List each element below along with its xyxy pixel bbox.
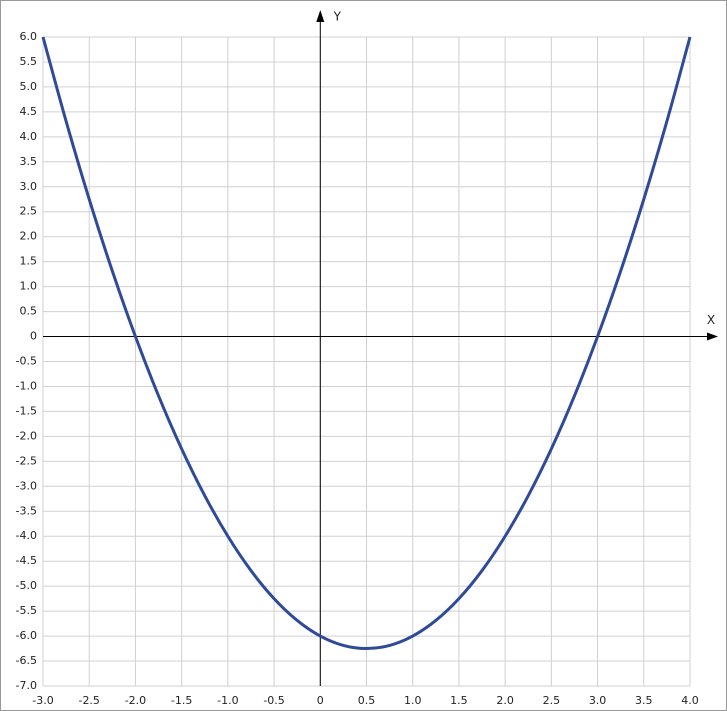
x-tick-label: -0.5 xyxy=(263,694,284,707)
y-tick-label: 5.5 xyxy=(20,55,38,68)
y-tick-label: 0.5 xyxy=(20,305,38,318)
x-tick-label: -2.5 xyxy=(78,694,99,707)
y-tick-label: 2.5 xyxy=(20,205,38,218)
x-tick-label: -3.0 xyxy=(32,694,53,707)
x-tick-label: 3.5 xyxy=(635,694,653,707)
y-tick-label: -2.0 xyxy=(16,429,37,442)
y-tick-label: 3.5 xyxy=(20,155,38,168)
x-tick-label: 0 xyxy=(317,694,324,707)
y-tick-label: -3.5 xyxy=(16,504,37,517)
y-tick-label: -6.5 xyxy=(16,654,37,667)
y-tick-label: -4.5 xyxy=(16,554,37,567)
y-axis-arrow xyxy=(316,10,325,22)
y-tick-label: 1.5 xyxy=(20,255,38,268)
x-tick-label: -1.0 xyxy=(217,694,238,707)
y-tick-label: -7.0 xyxy=(16,679,37,692)
y-tick-label: -3.0 xyxy=(16,479,37,492)
x-axis-label: X xyxy=(707,313,715,327)
y-tick-label: -2.5 xyxy=(16,454,37,467)
y-tick-label: 6.0 xyxy=(20,30,38,43)
x-tick-label: 2.0 xyxy=(496,694,514,707)
curve xyxy=(41,36,692,651)
x-tick-label: -1.5 xyxy=(171,694,192,707)
y-tick-label: 2.0 xyxy=(20,230,38,243)
x-tick-label: 4.0 xyxy=(681,694,699,707)
y-tick-label: 4.5 xyxy=(20,105,38,118)
y-tick-label: -6.0 xyxy=(16,629,37,642)
y-tick-label: 1.0 xyxy=(20,280,38,293)
x-tick-label: 0.5 xyxy=(358,694,376,707)
y-tick-label: -5.0 xyxy=(16,579,37,592)
y-tick-label: -1.5 xyxy=(16,404,37,417)
y-tick-label: 4.0 xyxy=(20,130,38,143)
x-tick-label: 1.5 xyxy=(450,694,468,707)
y-tick-label: 0 xyxy=(30,330,37,343)
y-tick-label: -5.5 xyxy=(16,604,37,617)
y-tick-label: -1.0 xyxy=(16,379,37,392)
y-axis-label: Y xyxy=(333,10,342,24)
x-tick-label: 2.5 xyxy=(543,694,561,707)
y-tick-label: -4.0 xyxy=(16,529,37,542)
x-tick-label: -2.0 xyxy=(125,694,146,707)
x-tick-label: 3.0 xyxy=(589,694,607,707)
x-axis-arrow xyxy=(707,332,718,341)
y-tick-label: 5.0 xyxy=(20,80,38,93)
x-tick-label: 1.0 xyxy=(404,694,422,707)
y-tick-label: 3.0 xyxy=(20,180,38,193)
y-tick-label: -0.5 xyxy=(16,355,37,368)
